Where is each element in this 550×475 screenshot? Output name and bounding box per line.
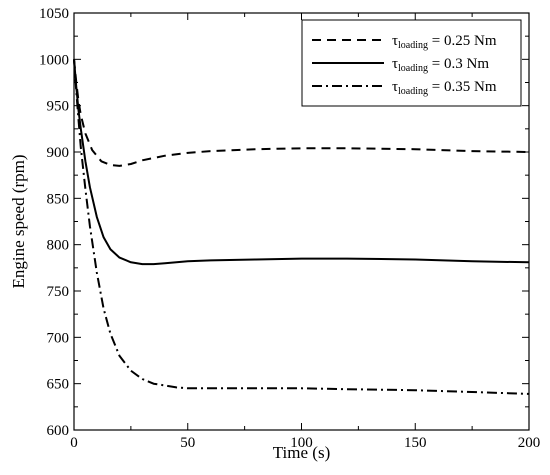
- y-tick-label: 1000: [39, 52, 69, 68]
- x-tick-label: 50: [180, 435, 195, 451]
- y-tick-label: 650: [47, 377, 70, 393]
- y-tick-label: 700: [47, 330, 70, 346]
- y-tick-label: 600: [47, 423, 70, 439]
- x-tick-label: 200: [518, 435, 541, 451]
- y-tick-label: 900: [47, 145, 70, 161]
- y-tick-label: 800: [47, 238, 70, 254]
- legend-label-1: τloading = 0.25 Nm: [392, 33, 497, 51]
- y-axis-title: Engine speed (rpm): [9, 154, 28, 288]
- x-axis-title: Time (s): [273, 443, 330, 462]
- series-line-1: [73, 59, 530, 167]
- legend-label-2: τloading = 0.3 Nm: [392, 56, 489, 74]
- x-tick-label: 150: [404, 435, 427, 451]
- y-tick-label: 950: [47, 99, 70, 115]
- series-line-3: [73, 59, 530, 395]
- y-tick-label: 1050: [39, 6, 69, 22]
- y-tick-label: 850: [47, 191, 70, 207]
- series-line-2: [73, 59, 530, 266]
- plot-area: 0 50 100 150 200 600 650 700 750 800 850 900 950 1000…: [39, 6, 540, 451]
- x-tick-label: 100: [290, 435, 313, 451]
- legend-label-3: τloading = 0.35 Nm: [392, 79, 497, 97]
- x-tick-label: 0: [70, 435, 78, 451]
- y-tick-label: 750: [47, 284, 70, 300]
- legend: τloading = 0.25 Nm τloading = 0.3 Nm τload…: [301, 19, 522, 107]
